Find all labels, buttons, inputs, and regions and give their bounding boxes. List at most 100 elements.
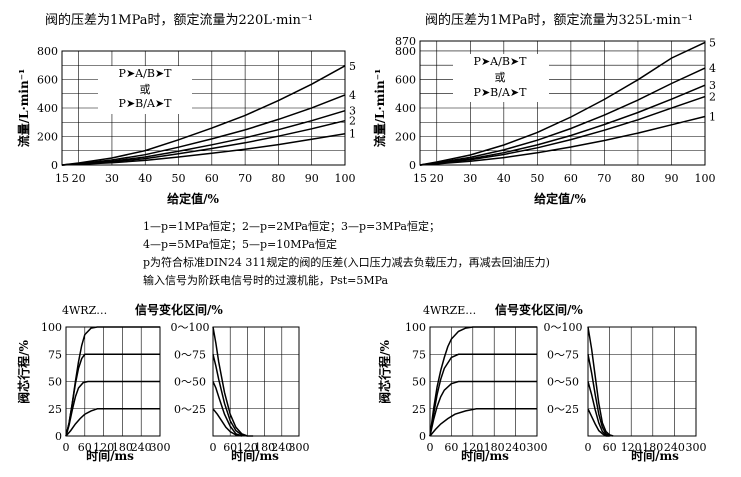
- close-x-tick-60: 60: [603, 441, 617, 454]
- series-label-3: 3: [709, 79, 716, 92]
- x-tick-70: 70: [238, 172, 252, 185]
- y-tick-100: 100: [41, 321, 62, 334]
- open-x-tick-300: 300: [150, 441, 171, 454]
- close-series-0～50: [587, 381, 610, 437]
- legend-box-220: [98, 66, 192, 114]
- close-x-tick-120: 120: [621, 441, 642, 454]
- range-label-2: 0～50: [174, 376, 206, 389]
- close-x-tick-240: 240: [664, 441, 685, 454]
- legend-line-1-325: P➤A/B➤T: [474, 55, 528, 68]
- x-tick-40: 40: [497, 172, 511, 185]
- x-tick-80: 80: [271, 172, 285, 185]
- series-label-2: 2: [349, 115, 356, 128]
- open-series-0～75: [65, 353, 160, 437]
- y-tick-800: 800: [37, 45, 58, 58]
- caption-line-3: p为符合标准DIN24 311规定的阀的压差(入口压力减去负载压力，再减去回油压…: [143, 255, 550, 269]
- y-tick-25: 25: [412, 403, 426, 416]
- x-axis-label-close-4wrz: 时间/ms: [231, 448, 279, 463]
- close-series-0～25: [212, 408, 242, 437]
- open-x-tick-0: 0: [63, 441, 70, 454]
- chart-title-220: 阀的压差为1MPa时，额定流量为220L·min⁻¹: [45, 12, 313, 28]
- close-x-tick-0: 0: [585, 441, 592, 454]
- range-label-1: 0～75: [547, 348, 579, 361]
- range-title-4wrz: 信号变化区间/%: [135, 302, 223, 317]
- range-label-3: 0～25: [174, 403, 206, 416]
- close-x-tick-180: 180: [642, 441, 663, 454]
- open-x-tick-240: 240: [505, 441, 526, 454]
- plot-frame: [419, 40, 706, 166]
- x-tick-40: 40: [138, 172, 152, 185]
- open-x-tick-300: 300: [527, 441, 548, 454]
- x-tick-30: 30: [463, 172, 477, 185]
- caption: 1—p=1MPa恒定；2—p=2MPa恒定；3—p=3MPa恒定； 4—p=5M…: [143, 219, 550, 287]
- open-series-0～25: [429, 408, 537, 437]
- y-tick-0: 0: [409, 159, 416, 172]
- open-series-0～75: [429, 353, 537, 437]
- y-tick-600: 600: [37, 74, 58, 87]
- series-line-2: [61, 119, 346, 166]
- close-x-tick-300: 300: [289, 441, 310, 454]
- series-label-4: 4: [349, 89, 356, 102]
- y-tick-100: 100: [405, 321, 426, 334]
- flow-chart-220: 阀的压差为1MPa时，额定流量为220L·min⁻¹ 流量/L·min⁻¹ 给定…: [16, 12, 356, 206]
- caption-line-2: 4—p=5MPa恒定；5—p=10MPa恒定: [143, 237, 337, 251]
- legend-line-1-220: P➤A/B➤T: [119, 67, 173, 80]
- close-x-tick-60: 60: [223, 441, 237, 454]
- y-tick-50: 50: [412, 376, 426, 389]
- y-tick-400: 400: [395, 102, 416, 115]
- x-tick-20: 20: [72, 172, 86, 185]
- y-tick-600: 600: [395, 73, 416, 86]
- series-line-3: [61, 109, 346, 166]
- y-tick-75: 75: [412, 348, 426, 361]
- y-tick-870: 870: [395, 35, 416, 48]
- y-tick-0: 0: [55, 430, 62, 443]
- x-tick-60: 60: [564, 172, 578, 185]
- x-tick-70: 70: [597, 172, 611, 185]
- x-tick-90: 90: [305, 172, 319, 185]
- y-axis-label-220: 流量/L·min⁻¹: [16, 69, 31, 148]
- x-tick-90: 90: [664, 172, 678, 185]
- x-tick-15: 15: [413, 172, 427, 185]
- open-series-0～50: [65, 380, 160, 437]
- close-series-0～25: [587, 408, 610, 437]
- y-tick-400: 400: [37, 102, 58, 115]
- y-tick-800: 800: [395, 45, 416, 58]
- open-x-tick-180: 180: [112, 441, 133, 454]
- open-series-0～100: [429, 326, 537, 437]
- range-label-3: 0～25: [547, 403, 579, 416]
- y-tick-25: 25: [48, 403, 62, 416]
- legend-line-2-220: 或: [140, 83, 151, 96]
- y-tick-50: 50: [48, 376, 62, 389]
- chart-title-325: 阀的压差为1MPa时，额定流量为325L·min⁻¹: [425, 12, 693, 28]
- flow-chart-325: 阀的压差为1MPa时，额定流量为325L·min⁻¹ 流量/L·min⁻¹ 给定…: [372, 12, 716, 206]
- series-label-5: 5: [349, 60, 356, 73]
- open-x-tick-60: 60: [78, 441, 92, 454]
- series-line-4: [61, 94, 346, 166]
- series-line-4: [419, 67, 706, 166]
- open-x-tick-60: 60: [444, 441, 458, 454]
- caption-line-1: 1—p=1MPa恒定；2—p=2MPa恒定；3—p=3MPa恒定；: [143, 219, 440, 233]
- legend-box-325: [453, 54, 549, 102]
- open-series-0～25: [65, 408, 160, 437]
- legend-line-2-325: 或: [495, 71, 506, 84]
- y-axis-label-4wrze: 阀芯行程/%: [377, 340, 392, 404]
- range-title-4wrze: 信号变化区间/%: [495, 302, 583, 317]
- open-x-tick-180: 180: [484, 441, 505, 454]
- close-x-tick-300: 300: [686, 441, 707, 454]
- open-x-tick-120: 120: [93, 441, 114, 454]
- close-x-tick-0: 0: [210, 441, 217, 454]
- series-label-2: 2: [709, 91, 716, 104]
- y-tick-200: 200: [395, 130, 416, 143]
- x-tick-60: 60: [205, 172, 219, 185]
- transition-chart-4wrze: 4WRZE… 信号变化区间/% 阀芯行程/% 时间/ms 时间/ms 0 60 12…: [377, 302, 707, 463]
- model-label-4wrz: 4WRZ…: [62, 304, 107, 317]
- series-label-5: 5: [709, 36, 716, 49]
- series-label-1: 1: [349, 128, 356, 141]
- x-axis-label-220: 给定值/%: [167, 191, 219, 206]
- close-x-tick-180: 180: [254, 441, 275, 454]
- y-tick-75: 75: [48, 348, 62, 361]
- x-tick-50: 50: [172, 172, 186, 185]
- x-axis-label-325: 给定值/%: [534, 191, 586, 206]
- open-x-tick-120: 120: [462, 441, 483, 454]
- plot-frame: [61, 50, 346, 166]
